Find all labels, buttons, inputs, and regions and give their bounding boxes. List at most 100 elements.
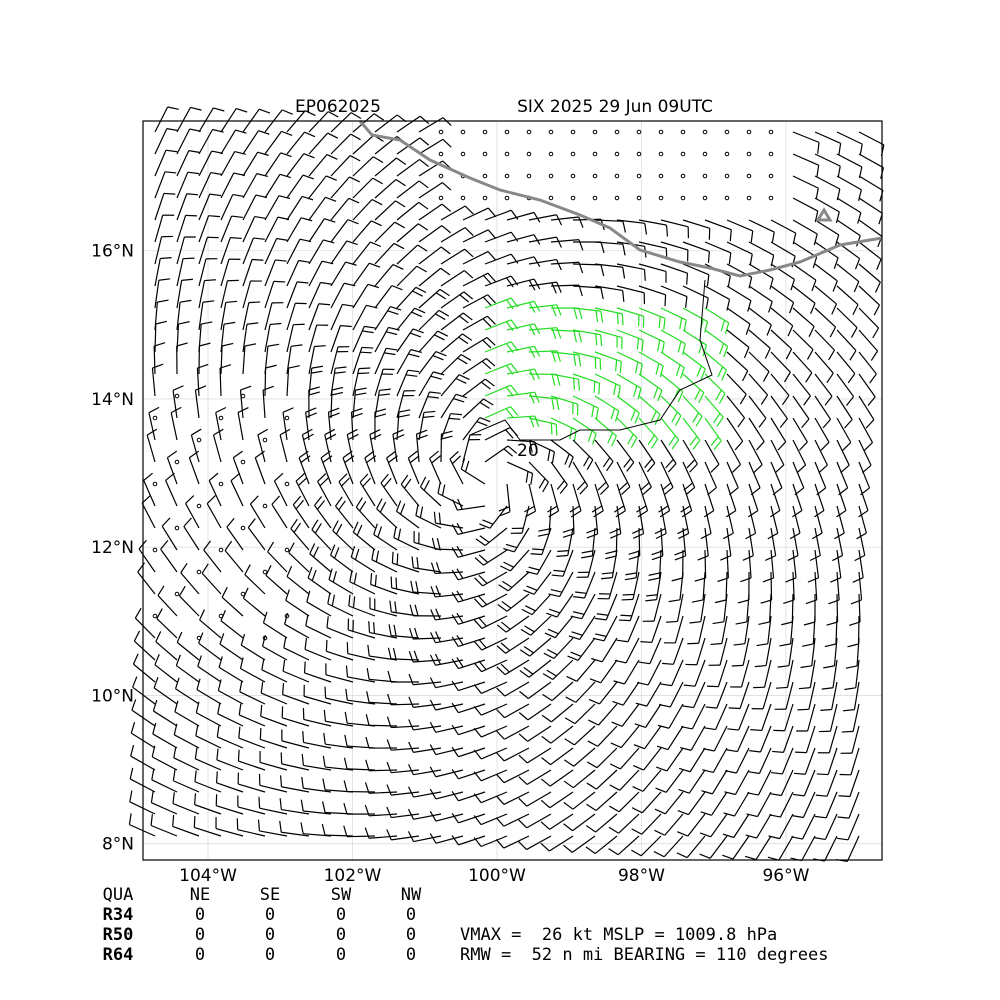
wind-barb bbox=[851, 725, 860, 754]
wind-barb bbox=[691, 703, 706, 730]
wind-barb bbox=[572, 285, 601, 289]
wind-barb bbox=[528, 214, 557, 221]
wind-barb bbox=[261, 658, 265, 670]
wind-barb bbox=[682, 241, 710, 253]
wind-barb bbox=[616, 439, 635, 463]
calm-marker bbox=[570, 195, 576, 201]
wind-barb bbox=[540, 842, 550, 852]
wind-barb bbox=[641, 339, 644, 352]
wind-barb bbox=[682, 307, 708, 323]
wind-barb bbox=[164, 171, 177, 174]
wind-barb bbox=[496, 709, 505, 719]
wind-barb bbox=[640, 641, 652, 644]
wind-barb bbox=[533, 212, 541, 223]
wind-barb bbox=[435, 791, 464, 800]
calm-marker bbox=[614, 151, 620, 157]
wind-barb bbox=[394, 221, 405, 229]
wind-barb bbox=[706, 685, 719, 688]
wind-barb bbox=[248, 301, 261, 304]
wind-barb bbox=[322, 455, 333, 463]
wind-barb bbox=[152, 699, 158, 712]
wind-barb bbox=[496, 730, 505, 740]
wind-barb bbox=[792, 571, 795, 601]
wind-barb bbox=[288, 552, 310, 573]
wind-barb bbox=[518, 733, 528, 742]
wind-barb bbox=[478, 574, 488, 584]
wind-barb bbox=[435, 813, 464, 822]
wind-barb bbox=[550, 395, 578, 405]
wind-barb bbox=[369, 428, 381, 436]
wind-barb bbox=[813, 837, 826, 841]
wind-barb bbox=[696, 637, 706, 665]
wind-barb bbox=[836, 307, 858, 328]
wind-barb bbox=[642, 769, 662, 792]
wind-barb bbox=[435, 747, 464, 756]
wind-barb bbox=[195, 724, 199, 736]
wind-barb bbox=[379, 501, 387, 513]
wind-barb bbox=[660, 285, 688, 298]
wind-barb bbox=[369, 701, 398, 705]
wind-barb bbox=[789, 302, 795, 314]
wind-barb bbox=[484, 378, 495, 387]
wind-barb bbox=[733, 643, 745, 646]
wind-barb bbox=[240, 385, 252, 391]
wind-barb bbox=[742, 637, 750, 666]
calm-marker bbox=[460, 195, 466, 201]
wind-barb bbox=[264, 131, 282, 155]
wind-barb bbox=[418, 138, 444, 155]
wind-barb bbox=[665, 769, 684, 793]
wind-barb bbox=[220, 194, 234, 221]
wind-barb bbox=[688, 769, 706, 794]
wind-barb bbox=[792, 307, 815, 327]
wind-barb bbox=[638, 263, 667, 272]
calm-marker bbox=[680, 151, 686, 157]
wind-barb bbox=[463, 291, 474, 300]
wind-barb bbox=[163, 192, 176, 195]
wind-barb bbox=[473, 640, 483, 651]
wind-barb bbox=[855, 659, 860, 688]
wind-barb bbox=[726, 505, 734, 534]
wind-barb bbox=[683, 319, 687, 332]
wind-barb bbox=[190, 434, 200, 463]
wind-barb bbox=[480, 769, 508, 782]
wind-barb bbox=[495, 773, 505, 784]
wind-barb bbox=[303, 153, 315, 159]
wind-barb bbox=[503, 747, 530, 762]
wind-barb bbox=[823, 665, 835, 669]
wind-barb bbox=[306, 601, 332, 617]
wind-barb bbox=[568, 635, 580, 641]
wind-barb bbox=[460, 353, 472, 361]
wind-barb bbox=[594, 461, 610, 487]
wind-barb bbox=[216, 725, 220, 737]
wind-barb bbox=[418, 182, 443, 199]
wind-barb bbox=[482, 519, 494, 525]
wind-barb bbox=[152, 363, 164, 369]
wind-barb bbox=[596, 613, 609, 616]
wind-barb bbox=[286, 346, 292, 375]
wind-barb bbox=[244, 574, 266, 595]
wind-barb bbox=[242, 280, 252, 309]
wind-barb bbox=[364, 804, 370, 817]
wind-barb bbox=[436, 538, 441, 550]
calm-marker bbox=[680, 195, 686, 201]
wind-barb bbox=[278, 195, 291, 200]
wind-barb bbox=[307, 577, 332, 595]
wind-barb bbox=[682, 219, 710, 229]
wind-barb bbox=[570, 651, 582, 657]
wind-barb bbox=[418, 201, 429, 210]
wind-barb bbox=[697, 555, 709, 561]
wind-barb bbox=[264, 367, 267, 397]
wind-barb bbox=[814, 263, 838, 282]
wind-barb bbox=[396, 553, 399, 565]
wind-barb bbox=[216, 748, 219, 760]
wind-barb bbox=[265, 564, 272, 576]
wind-barb bbox=[696, 365, 702, 377]
wind-barb bbox=[748, 285, 773, 303]
wind-barb bbox=[698, 392, 705, 404]
wind-barb bbox=[836, 197, 862, 214]
wind-barb bbox=[256, 173, 268, 178]
wind-barb bbox=[374, 285, 393, 309]
wind-barb bbox=[792, 527, 799, 556]
wind-barb bbox=[637, 388, 642, 400]
wind-barb bbox=[533, 571, 552, 595]
